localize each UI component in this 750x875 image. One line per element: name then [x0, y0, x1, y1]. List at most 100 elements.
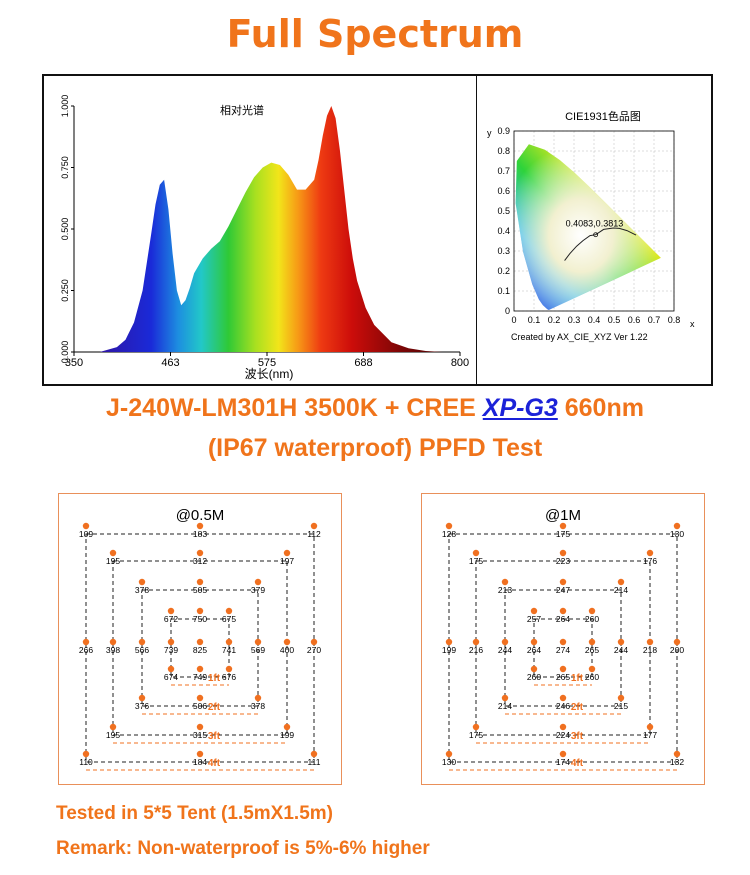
ppfd-value-label: 177 [643, 730, 657, 740]
ppfd-measure-dot [588, 665, 596, 673]
ppfd-measure-dot [472, 638, 480, 646]
ppfd-measure-dot [559, 750, 567, 758]
ppfd-value-label: 195 [106, 730, 120, 740]
ppfd-measure-dot [225, 665, 233, 673]
ppfd-measure-dot [138, 578, 146, 586]
ppfd-value-label: 566 [135, 645, 149, 655]
cie-credit: Created by AX_CIE_XYZ Ver 1.22 [511, 332, 648, 342]
ppfd-measure-dot [196, 694, 204, 702]
ppfd-ring-label: 2ft [571, 702, 584, 713]
page-title: Full Spectrum [226, 12, 524, 56]
ppfd-measure-dot [310, 638, 318, 646]
cie-locus-tint [515, 144, 661, 310]
ppfd-measure-dot [138, 694, 146, 702]
ppfd-measure-dot [646, 638, 654, 646]
ppfd-measure-dot [588, 607, 596, 615]
ppfd-dashed-square [533, 618, 593, 678]
cie-title: CIE1931色品图 [565, 109, 641, 123]
ppfd-dashed-square [141, 589, 259, 707]
ppfd-measure-dot [82, 750, 90, 758]
ppfd-value-label: 199 [442, 645, 456, 655]
ppfd-measure-dot [617, 694, 625, 702]
ppfd-measure-dot [196, 607, 204, 615]
cie-x-tick-label: 0 [511, 315, 516, 325]
ppfd-value-label: 376 [135, 701, 149, 711]
ppfd-measure-dot [673, 638, 681, 646]
cie-x-axis-label: x [690, 319, 695, 329]
ppfd-dashed-square [112, 560, 288, 736]
ppfd-grid-1m-svg: @1M 1ft 2ft 3ft 4ft 128 175 130 175 223 176 213 247 2… [442, 507, 684, 771]
spectrum-x-tick-label: 350 [65, 357, 83, 369]
ppfd-measure-dot [559, 723, 567, 731]
ppfd-measure-dot [673, 522, 681, 530]
ppfd-value-label: 260 [585, 672, 599, 682]
ppfd-measure-dot [167, 607, 175, 615]
ppfd-value-label: 110 [79, 757, 93, 767]
cie-y-axis-label: y [487, 128, 492, 138]
ppfd-value-label: 175 [469, 730, 483, 740]
ppfd-value-label: 244 [498, 645, 512, 655]
ppfd-value-label: 260 [585, 614, 599, 624]
ppfd-dashed-square [170, 618, 230, 678]
ppfd-value-label: 257 [527, 614, 541, 624]
ppfd-value-label: 676 [222, 672, 236, 682]
ppfd-measure-dot [559, 694, 567, 702]
ppfd-measure-dot [559, 578, 567, 586]
ppfd-measure-dot [472, 723, 480, 731]
product-heading-line1: J-240W-LM301H 3500K + CREE XP-G3 660nm [0, 394, 750, 423]
ppfd-grid-05m-svg: @0.5M 1ft 2ft 3ft 4ft 109 183 112 195 312 197 378 50… [79, 507, 321, 771]
cie-y-tick-label: 0.6 [497, 186, 510, 196]
ppfd-measure-dot [82, 522, 90, 530]
xp-g3-link[interactable]: XP-G3 [482, 394, 558, 422]
ppfd-value-label: 214 [498, 701, 512, 711]
spectrum-y-tick-label: 1.000 [60, 95, 70, 118]
ppfd-title: @1M [545, 507, 581, 524]
cie-y-tick-label: 0.5 [497, 206, 510, 216]
ppfd-measure-dot [501, 638, 509, 646]
ppfd-value-label: 213 [498, 585, 512, 595]
cie-x-tick-label: 0.4 [588, 315, 601, 325]
ppfd-dashed-square [504, 589, 622, 707]
cie-x-tick-label: 0.3 [568, 315, 581, 325]
ppfd-value-label: 244 [614, 645, 628, 655]
ppfd-value-label: 218 [643, 645, 657, 655]
ppfd-value-label: 741 [222, 645, 236, 655]
ppfd-dashed-square [448, 533, 678, 763]
cie-x-tick-label: 0.1 [528, 315, 541, 325]
spectrum-y-tick-label: 0.500 [60, 218, 70, 241]
ppfd-value-label: 675 [222, 614, 236, 624]
ppfd-value-label: 130 [442, 757, 456, 767]
ppfd-value-label: 315 [193, 730, 207, 740]
ppfd-value-label: 199 [280, 730, 294, 740]
ppfd-value-label: 398 [106, 645, 120, 655]
footer-test-note: Tested in 5*5 Tent (1.5mX1.5m) [56, 803, 333, 824]
ppfd-value-label: 175 [469, 556, 483, 566]
spectrum-chart: 350 463 575 688 800 0.000 0.250 0.500 0.750 1.000… [60, 95, 469, 381]
spectrum-y-tick-label: 0.000 [60, 341, 70, 364]
ppfd-measure-dot [167, 665, 175, 673]
spectrum-ticks: 350 463 575 688 800 0.000 0.250 0.500 0.750 1.000 [60, 95, 469, 369]
ppfd-value-label: 111 [308, 757, 321, 767]
ppfd-measure-dot [225, 607, 233, 615]
cie-point-label: 0.4083,0.3813 [566, 219, 624, 229]
ppfd-measure-dot [501, 578, 509, 586]
ppfd-measure-dot [646, 723, 654, 731]
ppfd-value-label: 674 [164, 672, 178, 682]
ppfd-value-label: 109 [79, 529, 93, 539]
ppfd-measure-dot [617, 638, 625, 646]
ppfd-measure-dot [445, 522, 453, 530]
cie-plot-frame [513, 130, 675, 312]
ppfd-value-label: 214 [614, 585, 628, 595]
ppfd-measure-dot [283, 549, 291, 557]
ppfd-value-label: 749 [193, 672, 207, 682]
cie-x-tick-label: 0.7 [648, 315, 661, 325]
cie-x-tick-label: 0.2 [548, 315, 561, 325]
ppfd-dashed-square [475, 560, 651, 736]
ppfd-measure-dot [196, 549, 204, 557]
ppfd-value-label: 378 [251, 701, 265, 711]
ppfd-value-label: 223 [556, 556, 570, 566]
ppfd-measure-dot [530, 665, 538, 673]
ppfd-value-label: 247 [556, 585, 570, 595]
ppfd-measure-dot [109, 638, 117, 646]
ppfd-measure-dot [617, 578, 625, 586]
